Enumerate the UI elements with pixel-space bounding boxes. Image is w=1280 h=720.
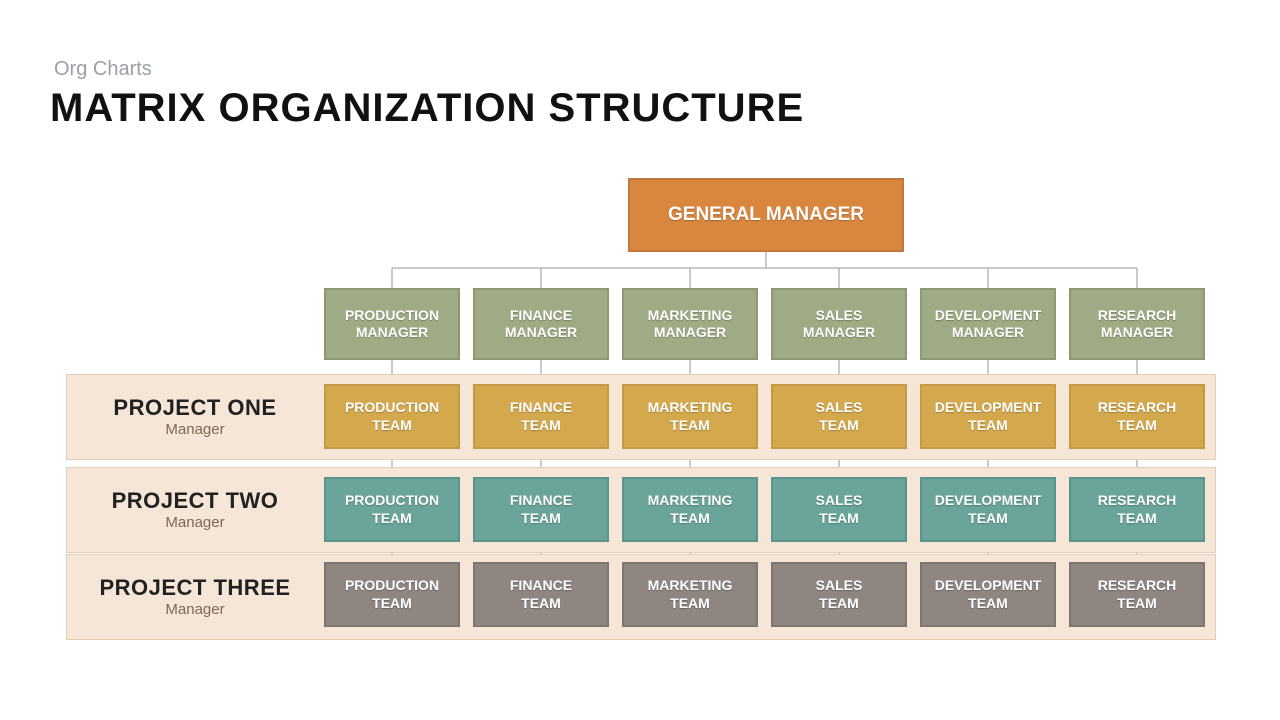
team-box: DEVELOPMENTTEAM [920, 384, 1056, 449]
team-box: MARKETINGTEAM [622, 384, 758, 449]
team-box: DEVELOPMENTTEAM [920, 477, 1056, 542]
team-box: FINANCETEAM [473, 384, 609, 449]
team-box: MARKETINGTEAM [622, 477, 758, 542]
team-box: PRODUCTIONTEAM [324, 562, 460, 627]
team-box: PRODUCTIONTEAM [324, 477, 460, 542]
department-manager-box: FINANCEMANAGER [473, 288, 609, 360]
department-manager-box: RESEARCHMANAGER [1069, 288, 1205, 360]
team-box: SALESTEAM [771, 384, 907, 449]
team-box: RESEARCHTEAM [1069, 562, 1205, 627]
slide: Org Charts MATRIX ORGANIZATION STRUCTURE… [0, 0, 1280, 720]
project-label: PROJECT ONEManager [70, 395, 320, 438]
team-box: SALESTEAM [771, 477, 907, 542]
team-box: RESEARCHTEAM [1069, 384, 1205, 449]
team-box: FINANCETEAM [473, 562, 609, 627]
department-manager-box: MARKETINGMANAGER [622, 288, 758, 360]
department-manager-box: DEVELOPMENTMANAGER [920, 288, 1056, 360]
project-label: PROJECT THREEManager [70, 575, 320, 618]
team-box: PRODUCTIONTEAM [324, 384, 460, 449]
team-box: FINANCETEAM [473, 477, 609, 542]
team-box: MARKETINGTEAM [622, 562, 758, 627]
page-subtitle: Org Charts [54, 58, 152, 81]
team-box: SALESTEAM [771, 562, 907, 627]
page-title: MATRIX ORGANIZATION STRUCTURE [50, 86, 804, 131]
team-box: RESEARCHTEAM [1069, 477, 1205, 542]
department-manager-box: PRODUCTIONMANAGER [324, 288, 460, 360]
team-box: DEVELOPMENTTEAM [920, 562, 1056, 627]
department-manager-box: SALESMANAGER [771, 288, 907, 360]
project-label: PROJECT TWOManager [70, 488, 320, 531]
general-manager-box: GENERAL MANAGER [628, 178, 904, 252]
